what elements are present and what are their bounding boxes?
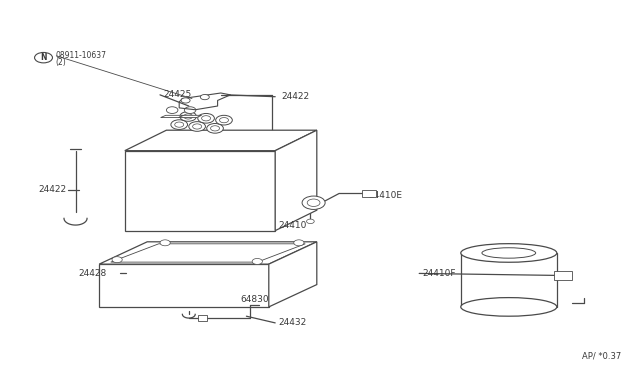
Circle shape	[171, 120, 188, 129]
Ellipse shape	[461, 244, 557, 262]
Circle shape	[307, 219, 314, 224]
Circle shape	[302, 196, 325, 209]
Polygon shape	[99, 242, 317, 264]
Polygon shape	[179, 115, 202, 118]
Circle shape	[252, 259, 262, 264]
Text: (2): (2)	[56, 58, 67, 67]
Ellipse shape	[461, 298, 557, 316]
Polygon shape	[99, 264, 269, 307]
Circle shape	[189, 122, 205, 131]
Text: 24410F: 24410F	[422, 269, 456, 278]
Circle shape	[220, 118, 228, 123]
Polygon shape	[275, 130, 317, 231]
Bar	[362, 190, 376, 197]
Text: 24428: 24428	[78, 269, 106, 278]
Circle shape	[294, 240, 304, 246]
Text: 24425: 24425	[163, 90, 191, 99]
Circle shape	[166, 107, 178, 113]
Circle shape	[180, 112, 196, 121]
Circle shape	[307, 199, 320, 206]
Circle shape	[211, 126, 220, 131]
Text: 24432: 24432	[278, 318, 307, 327]
Circle shape	[181, 98, 190, 103]
Circle shape	[200, 94, 209, 100]
Circle shape	[216, 115, 232, 125]
Circle shape	[160, 240, 170, 246]
Text: 24410E: 24410E	[368, 191, 402, 200]
Text: 24410: 24410	[278, 221, 307, 230]
Text: 08911-10637: 08911-10637	[56, 51, 107, 60]
Ellipse shape	[482, 248, 536, 258]
Circle shape	[193, 124, 202, 129]
Text: AP/ *0.37: AP/ *0.37	[582, 352, 621, 361]
Text: 24422: 24422	[282, 92, 310, 101]
Polygon shape	[269, 242, 317, 307]
Circle shape	[175, 122, 184, 127]
Text: 64830: 64830	[240, 295, 269, 304]
Circle shape	[184, 114, 193, 119]
Circle shape	[198, 113, 214, 123]
Text: N: N	[40, 53, 47, 62]
Polygon shape	[125, 151, 275, 231]
Polygon shape	[161, 115, 184, 118]
Bar	[554, 271, 572, 280]
Bar	[198, 315, 207, 321]
Circle shape	[112, 257, 122, 263]
Polygon shape	[125, 130, 317, 151]
Circle shape	[207, 124, 223, 133]
Circle shape	[184, 107, 196, 113]
Text: 24422: 24422	[38, 185, 67, 194]
Circle shape	[202, 116, 211, 121]
